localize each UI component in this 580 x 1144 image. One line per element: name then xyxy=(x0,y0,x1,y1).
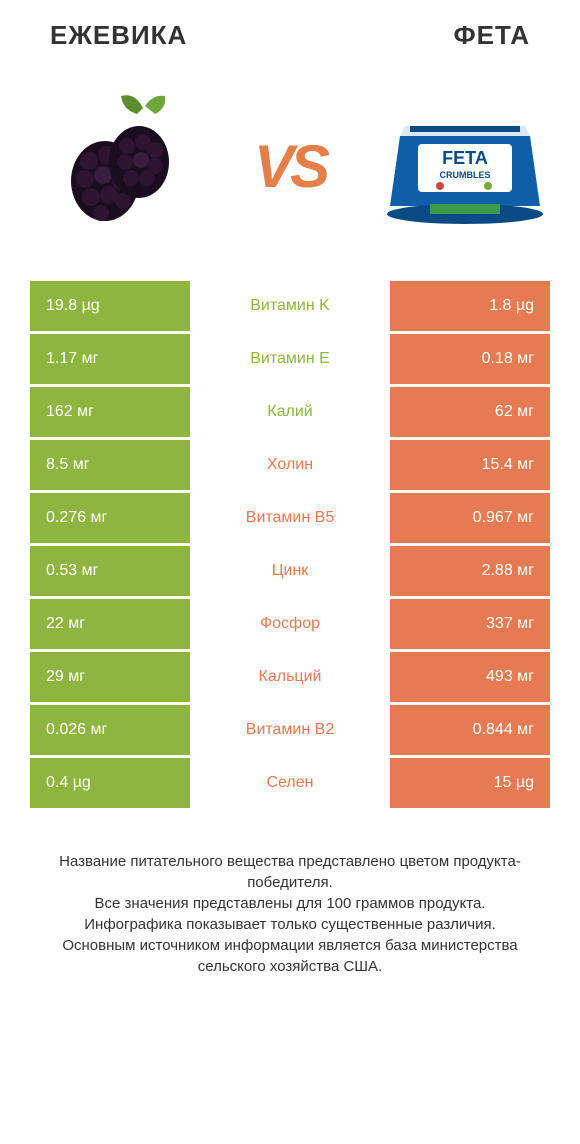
left-value-cell: 0.026 мг xyxy=(30,705,190,755)
nutrient-label: Цинк xyxy=(190,546,390,596)
footer-line: Основным источником информации является … xyxy=(30,935,550,977)
right-value-cell: 2.88 мг xyxy=(390,546,550,596)
nutrient-label: Кальций xyxy=(190,652,390,702)
table-row: 0.53 мгЦинк2.88 мг xyxy=(30,546,550,596)
right-value-cell: 1.8 µg xyxy=(390,281,550,331)
nutrient-label: Витамин B5 xyxy=(190,493,390,543)
nutrient-label: Витамин E xyxy=(190,334,390,384)
table-row: 8.5 мгХолин15.4 мг xyxy=(30,440,550,490)
svg-text:FETA: FETA xyxy=(442,148,488,168)
table-row: 0.4 µgСелен15 µg xyxy=(30,758,550,808)
left-value-cell: 22 мг xyxy=(30,599,190,649)
table-row: 19.8 µgВитамин K1.8 µg xyxy=(30,281,550,331)
table-row: 0.276 мгВитамин B50.967 мг xyxy=(30,493,550,543)
left-value-cell: 1.17 мг xyxy=(30,334,190,384)
left-value-cell: 162 мг xyxy=(30,387,190,437)
footer-notes: Название питательного вещества представл… xyxy=(0,811,580,997)
left-value-cell: 0.4 µg xyxy=(30,758,190,808)
svg-text:CRUMBLES: CRUMBLES xyxy=(439,170,490,180)
right-value-cell: 337 мг xyxy=(390,599,550,649)
product-images-row: VS FETA CRUMBLES xyxy=(0,61,580,281)
right-value-cell: 0.967 мг xyxy=(390,493,550,543)
left-value-cell: 8.5 мг xyxy=(30,440,190,490)
nutrient-label: Фосфор xyxy=(190,599,390,649)
comparison-table: 19.8 µgВитамин K1.8 µg1.17 мгВитамин E0.… xyxy=(0,281,580,808)
left-value-cell: 0.53 мг xyxy=(30,546,190,596)
right-value-cell: 0.844 мг xyxy=(390,705,550,755)
right-value-cell: 15.4 мг xyxy=(390,440,550,490)
vs-label: VS xyxy=(254,132,326,201)
nutrient-label: Витамин K xyxy=(190,281,390,331)
right-value-cell: 15 µg xyxy=(390,758,550,808)
footer-line: Инфографика показывает только существенн… xyxy=(30,914,550,935)
footer-line: Все значения представлены для 100 граммо… xyxy=(30,893,550,914)
header: ЕЖЕВИКА ФЕТА xyxy=(0,0,580,61)
nutrient-label: Селен xyxy=(190,758,390,808)
right-value-cell: 62 мг xyxy=(390,387,550,437)
footer-line: Название питательного вещества представл… xyxy=(30,851,550,893)
nutrient-label: Калий xyxy=(190,387,390,437)
table-row: 29 мгКальций493 мг xyxy=(30,652,550,702)
right-value-cell: 493 мг xyxy=(390,652,550,702)
table-row: 0.026 мгВитамин B20.844 мг xyxy=(30,705,550,755)
nutrient-label: Витамин B2 xyxy=(190,705,390,755)
feta-icon: FETA CRUMBLES xyxy=(380,81,550,251)
right-value-cell: 0.18 мг xyxy=(390,334,550,384)
right-product-title: ФЕТА xyxy=(453,20,530,51)
table-row: 22 мгФосфор337 мг xyxy=(30,599,550,649)
left-value-cell: 19.8 µg xyxy=(30,281,190,331)
left-product-title: ЕЖЕВИКА xyxy=(50,20,187,51)
nutrient-label: Холин xyxy=(190,440,390,490)
table-row: 1.17 мгВитамин E0.18 мг xyxy=(30,334,550,384)
table-row: 162 мгКалий62 мг xyxy=(30,387,550,437)
left-value-cell: 0.276 мг xyxy=(30,493,190,543)
blackberry-icon xyxy=(30,81,200,251)
left-value-cell: 29 мг xyxy=(30,652,190,702)
